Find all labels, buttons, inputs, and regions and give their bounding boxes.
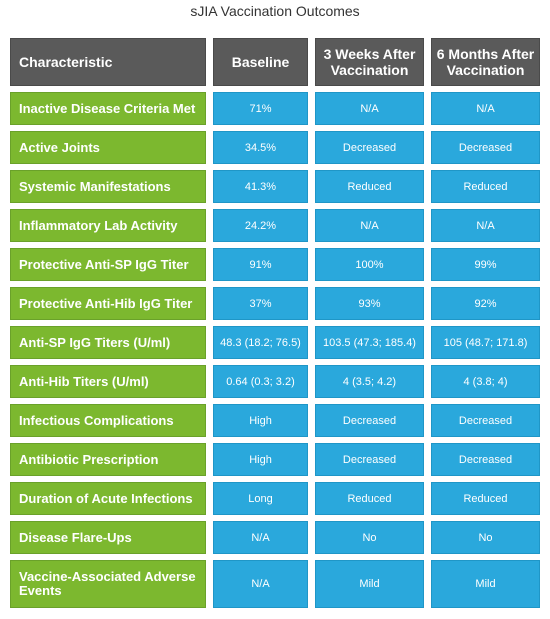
three-weeks-value: Mild (315, 560, 424, 608)
row-label: Anti-SP IgG Titers (U/ml) (10, 326, 206, 359)
row-label: Protective Anti-Hib IgG Titer (10, 287, 206, 320)
row-label: Systemic Manifestations (10, 170, 206, 203)
row-label: Infectious Complications (10, 404, 206, 437)
row-label: Inactive Disease Criteria Met (10, 92, 206, 125)
three-weeks-value: Decreased (315, 443, 424, 476)
row-label: Disease Flare-Ups (10, 521, 206, 554)
six-months-value: 4 (3.8; 4) (431, 365, 540, 398)
three-weeks-value: 4 (3.5; 4.2) (315, 365, 424, 398)
baseline-value: 71% (213, 92, 308, 125)
three-weeks-value: Decreased (315, 404, 424, 437)
table-row: Vaccine-Associated Adverse Events N/A Mild… (10, 560, 543, 608)
row-label: Vaccine-Associated Adverse Events (10, 560, 206, 608)
table-row: Anti-SP IgG Titers (U/ml) 48.3 (18.2; 76.… (10, 326, 543, 359)
table-row: Duration of Acute Infections Long Reduced R… (10, 482, 543, 515)
row-label: Antibiotic Prescription (10, 443, 206, 476)
six-months-value: Reduced (431, 170, 540, 203)
baseline-value: High (213, 443, 308, 476)
six-months-value: No (431, 521, 540, 554)
six-months-value: Decreased (431, 443, 540, 476)
table-row: Active Joints 34.5% Decreased Decreased (10, 131, 543, 164)
six-months-value: 105 (48.7; 171.8) (431, 326, 540, 359)
outcomes-table: Characteristic Baseline 3 Weeks After Va… (10, 38, 543, 614)
baseline-value: High (213, 404, 308, 437)
three-weeks-value: 93% (315, 287, 424, 320)
six-months-value: Reduced (431, 482, 540, 515)
header-6-months: 6 Months After Vaccination (431, 38, 540, 86)
three-weeks-value: 100% (315, 248, 424, 281)
row-label: Protective Anti-SP IgG Titer (10, 248, 206, 281)
baseline-value: 41.3% (213, 170, 308, 203)
table-body: Inactive Disease Criteria Met 71% N/A N/A Ac… (10, 92, 543, 608)
table-header-row: Characteristic Baseline 3 Weeks After Va… (10, 38, 543, 86)
table-row: Antibiotic Prescription High Decreased Decr… (10, 443, 543, 476)
baseline-value: 48.3 (18.2; 76.5) (213, 326, 308, 359)
six-months-value: Decreased (431, 404, 540, 437)
three-weeks-value: No (315, 521, 424, 554)
six-months-value: 92% (431, 287, 540, 320)
row-label: Inflammatory Lab Activity (10, 209, 206, 242)
six-months-value: 99% (431, 248, 540, 281)
table-row: Protective Anti-SP IgG Titer 91% 100% 99% (10, 248, 543, 281)
three-weeks-value: Decreased (315, 131, 424, 164)
table-row: Infectious Complications High Decreased Dec… (10, 404, 543, 437)
table-row: Disease Flare-Ups N/A No No (10, 521, 543, 554)
baseline-value: Long (213, 482, 308, 515)
six-months-value: N/A (431, 209, 540, 242)
header-baseline: Baseline (213, 38, 308, 86)
six-months-value: Mild (431, 560, 540, 608)
baseline-value: N/A (213, 521, 308, 554)
row-label: Anti-Hib Titers (U/ml) (10, 365, 206, 398)
three-weeks-value: Reduced (315, 170, 424, 203)
row-label: Active Joints (10, 131, 206, 164)
three-weeks-value: Reduced (315, 482, 424, 515)
header-3-weeks: 3 Weeks After Vaccination (315, 38, 424, 86)
table-row: Anti-Hib Titers (U/ml) 0.64 (0.3; 3.2) 4 (… (10, 365, 543, 398)
baseline-value: 0.64 (0.3; 3.2) (213, 365, 308, 398)
baseline-value: 34.5% (213, 131, 308, 164)
page-title: sJIA Vaccination Outcomes (190, 3, 360, 19)
three-weeks-value: N/A (315, 209, 424, 242)
three-weeks-value: 103.5 (47.3; 185.4) (315, 326, 424, 359)
table-row: Inactive Disease Criteria Met 71% N/A N/A (10, 92, 543, 125)
table-row: Protective Anti-Hib IgG Titer 37% 93% 92% (10, 287, 543, 320)
table-row: Systemic Manifestations 41.3% Reduced Reduc… (10, 170, 543, 203)
six-months-value: Decreased (431, 131, 540, 164)
header-characteristic: Characteristic (10, 38, 206, 86)
baseline-value: N/A (213, 560, 308, 608)
six-months-value: N/A (431, 92, 540, 125)
baseline-value: 24.2% (213, 209, 308, 242)
baseline-value: 91% (213, 248, 308, 281)
three-weeks-value: N/A (315, 92, 424, 125)
row-label: Duration of Acute Infections (10, 482, 206, 515)
baseline-value: 37% (213, 287, 308, 320)
table-row: Inflammatory Lab Activity 24.2% N/A N/A (10, 209, 543, 242)
